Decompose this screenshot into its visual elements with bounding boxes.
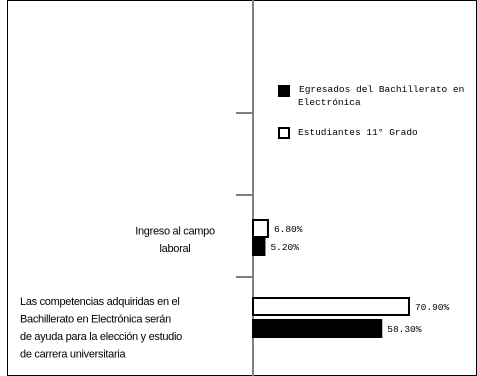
category-axis-ticks [236, 112, 254, 278]
data-label: 70.90% [415, 302, 450, 313]
category-labels: Las competencias adquiridas en el Bachill… [20, 226, 215, 361]
category-label: de carrera universitaria [20, 349, 126, 361]
bar [252, 297, 410, 316]
bar [252, 219, 269, 238]
legend-swatch [278, 127, 290, 139]
category-label: Ingreso al campo [135, 226, 215, 238]
category-label: Las competencias adquiridas en el [20, 296, 179, 308]
category-label: Bachillerato en Electrónica serán [20, 314, 171, 326]
data-label: 5.20% [270, 242, 299, 253]
legend-label: Electrónica [298, 97, 361, 108]
legend: Egresados del Bachillerato en Electrónica… [278, 84, 464, 139]
bar [252, 237, 266, 256]
data-label: 6.80% [274, 224, 303, 235]
category-label: laboral [160, 243, 191, 255]
data-labels: 70.90% 58.30% 6.80% 5.20% [270, 224, 449, 335]
bars [252, 219, 410, 338]
legend-label: Estudiantes 11° Grado [298, 127, 418, 138]
legend-label: Egresados del Bachillerato en [299, 84, 464, 95]
bar [252, 319, 383, 338]
data-label: 58.30% [387, 324, 422, 335]
legend-swatch [278, 85, 290, 97]
category-label: de ayuda para la elección y estudio [20, 331, 182, 343]
